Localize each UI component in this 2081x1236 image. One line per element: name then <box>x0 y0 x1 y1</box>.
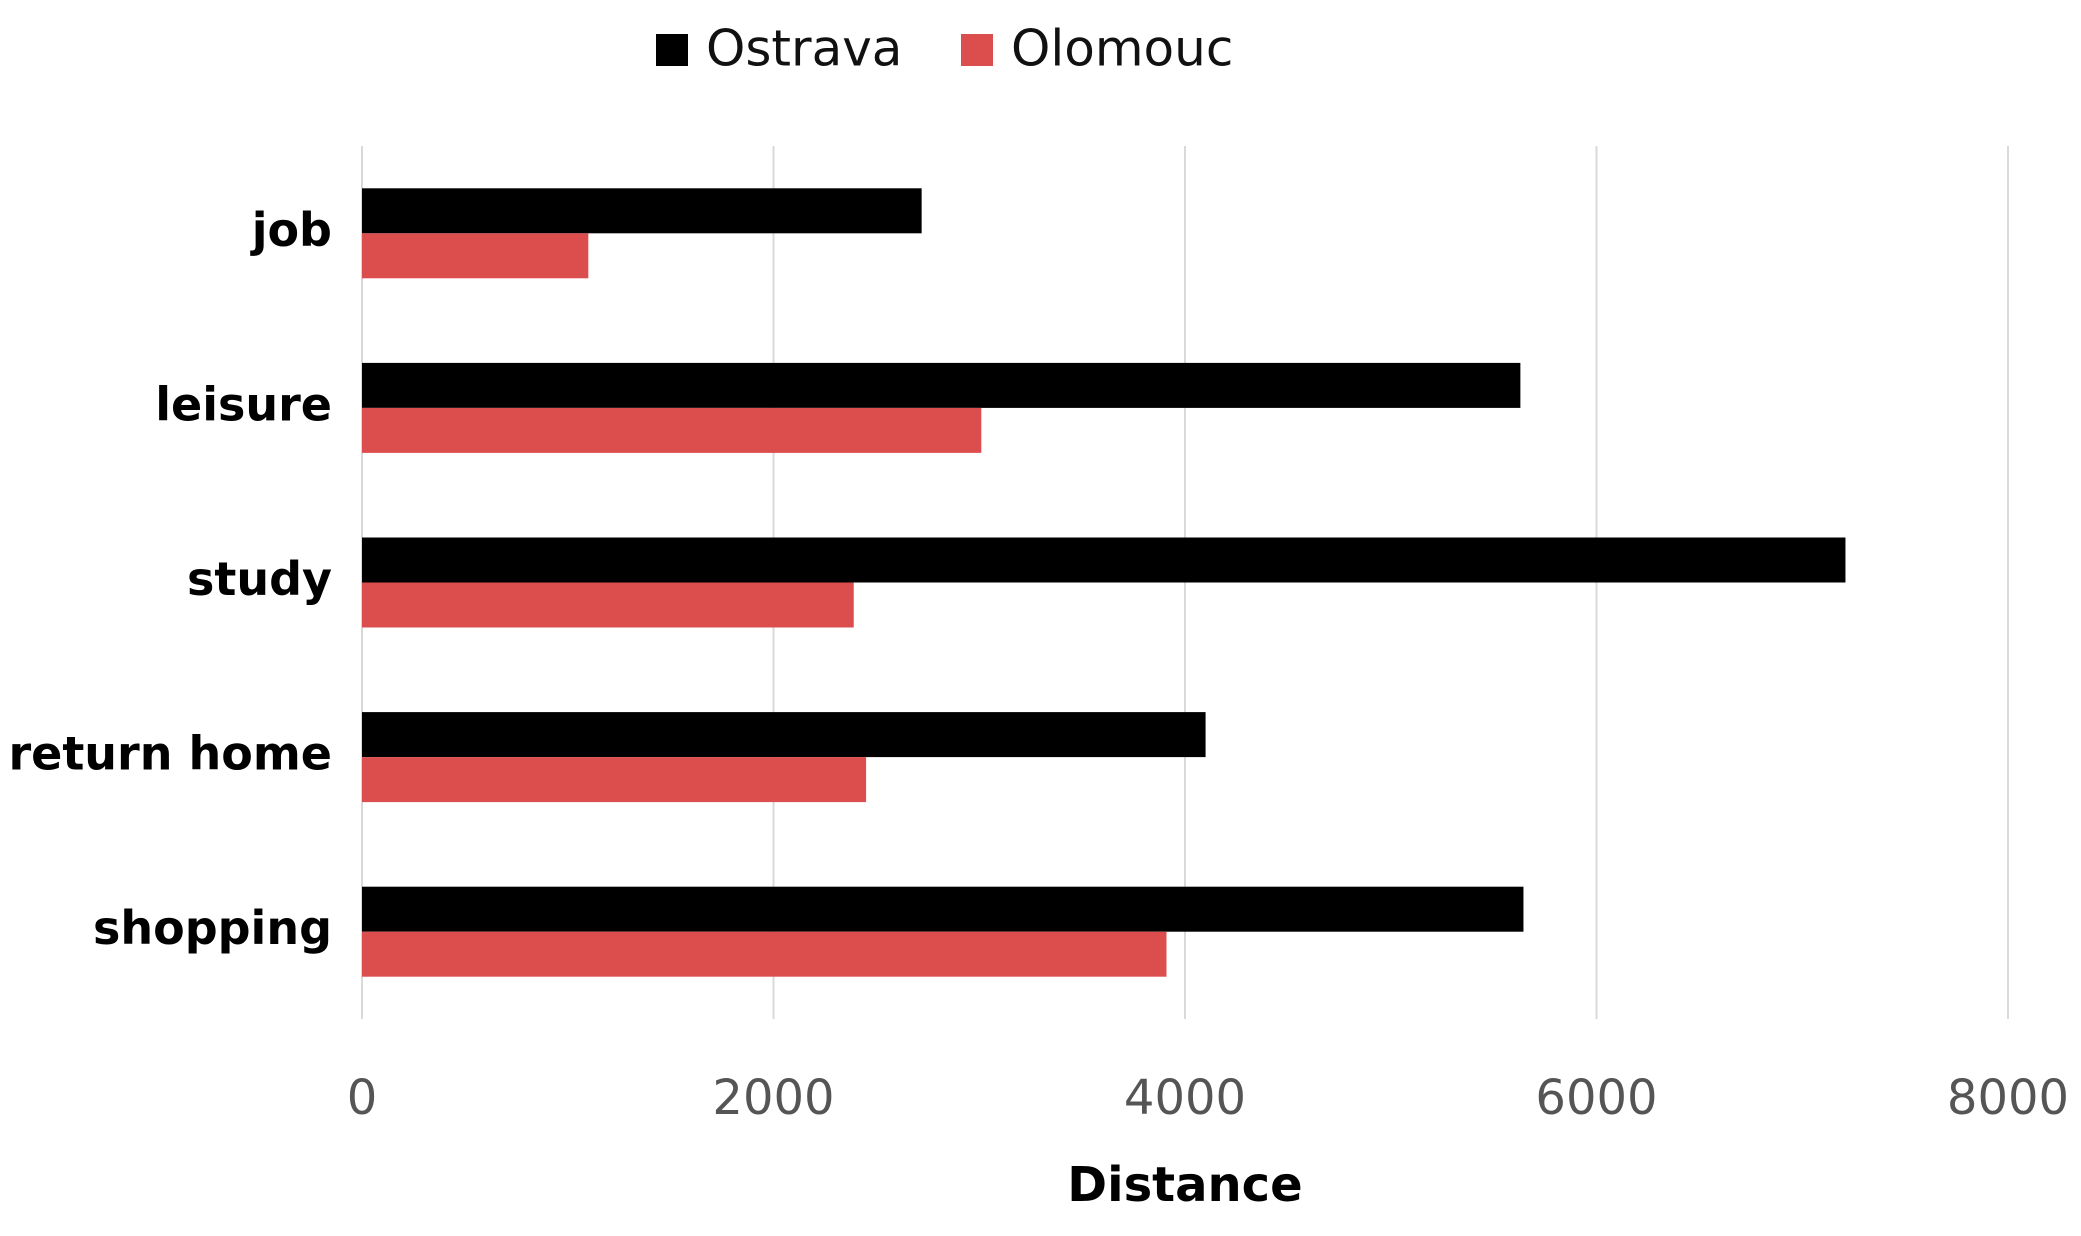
y-tick-label: shopping <box>93 901 332 955</box>
bar <box>362 712 1206 758</box>
legend-swatch <box>961 34 993 66</box>
x-tick-label: 0 <box>347 1070 378 1126</box>
bar <box>362 931 1167 977</box>
x-tick-label: 2000 <box>712 1070 834 1126</box>
bar <box>362 582 854 628</box>
bar <box>362 757 867 803</box>
y-tick-label: job <box>250 203 332 257</box>
x-tick-label: 6000 <box>1535 1070 1657 1126</box>
bar <box>362 886 1524 932</box>
legend-label: Olomouc <box>1011 20 1233 78</box>
x-tick-label: 4000 <box>1124 1070 1246 1126</box>
bar <box>362 362 1521 408</box>
bar <box>362 233 589 279</box>
y-tick-label: return home <box>8 727 332 781</box>
y-tick-label: study <box>187 552 332 606</box>
legend-swatch <box>656 34 688 66</box>
y-tick-label: leisure <box>155 377 332 431</box>
bar <box>362 188 922 234</box>
legend-label: Ostrava <box>706 20 902 78</box>
bar <box>362 537 1846 583</box>
bar <box>362 407 982 453</box>
x-tick-label: 8000 <box>1947 1070 2069 1126</box>
x-axis-title: Distance <box>1067 1157 1302 1213</box>
